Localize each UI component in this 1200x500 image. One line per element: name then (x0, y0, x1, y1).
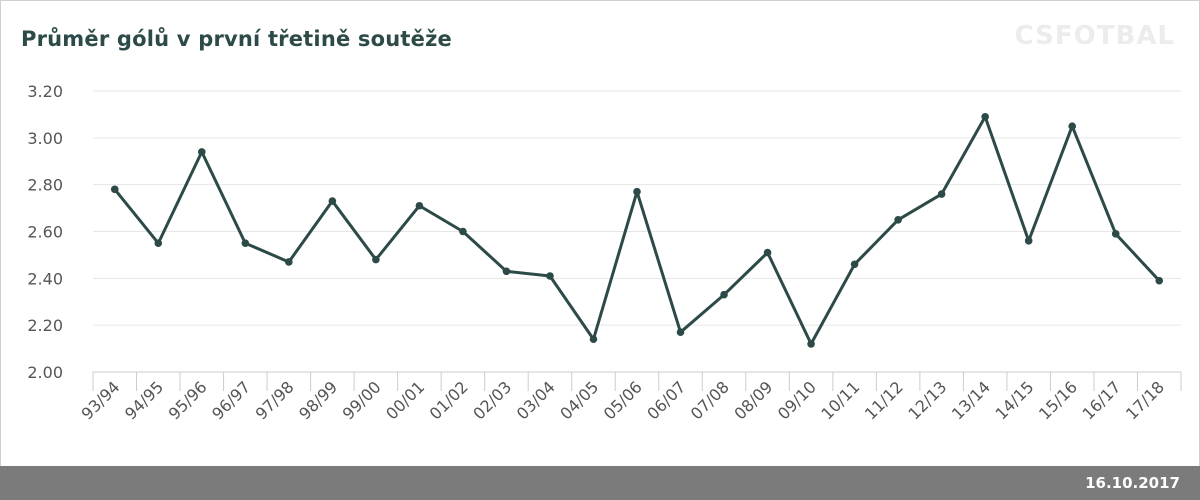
data-point (1068, 122, 1076, 130)
data-point (1111, 230, 1120, 238)
x-tick-label: 00/01 (382, 377, 428, 423)
data-point (459, 227, 467, 236)
x-tick-label: 13/14 (948, 377, 994, 423)
x-tick-label: 04/05 (556, 377, 602, 423)
data-point (937, 190, 946, 198)
data-point (546, 272, 554, 280)
x-tick-label: 09/10 (774, 377, 820, 423)
data-point (981, 112, 989, 121)
x-tick-label: 96/97 (208, 377, 254, 423)
data-point (110, 185, 119, 194)
data-point (1155, 276, 1164, 285)
x-tick-label: 10/11 (817, 377, 863, 423)
x-tick-label: 93/94 (78, 377, 124, 423)
line-chart: 2.002.202.402.602.803.003.20 93/9494/959… (27, 82, 1182, 423)
x-tick-label: 06/07 (643, 377, 689, 423)
y-tick-label: 2.80 (27, 176, 63, 195)
y-tick-label: 3.00 (27, 129, 63, 148)
data-point (415, 201, 424, 210)
brand-logo: CSFOTBAL (1014, 21, 1175, 51)
series-line (113, 115, 1161, 346)
data-point (241, 239, 250, 248)
x-tick-label: 03/04 (513, 377, 559, 423)
x-tick-label: 94/95 (121, 377, 167, 423)
x-tick-label: 08/09 (730, 377, 776, 423)
data-point (676, 328, 685, 336)
data-point (894, 215, 902, 224)
x-tick-label: 98/99 (295, 377, 341, 423)
chart-title: Průměr gólů v první třetině soutěže (21, 27, 452, 51)
data-point (372, 255, 380, 264)
x-tick-label: 99/00 (339, 377, 385, 423)
x-tick-label: 11/12 (861, 377, 907, 423)
data-point (763, 248, 772, 257)
data-point (285, 258, 293, 266)
x-tick-label: 05/06 (600, 377, 646, 423)
y-tick-label: 2.20 (27, 316, 63, 335)
y-tick-label: 2.40 (27, 269, 63, 288)
footer-bar: 16.10.2017 (0, 466, 1200, 500)
x-tick-label: 97/98 (252, 377, 298, 423)
x-tick-label: 14/15 (991, 377, 1037, 423)
data-point (154, 239, 163, 248)
x-axis: 93/9494/9595/9696/9797/9898/9999/0000/01… (78, 372, 1182, 423)
y-tick-label: 2.00 (27, 363, 63, 382)
x-tick-label: 95/96 (165, 377, 211, 423)
data-point (633, 187, 641, 196)
grid-lines (93, 90, 1181, 373)
x-tick-label: 02/03 (469, 377, 515, 423)
data-point (720, 290, 728, 299)
data-point (328, 197, 337, 205)
x-tick-label: 17/18 (1122, 377, 1168, 423)
data-point (807, 340, 815, 348)
y-axis: 2.00 2.20 2.40 2.60 2.80 3.00 3.20 (27, 82, 63, 382)
data-point (850, 260, 859, 269)
data-point (198, 148, 206, 156)
x-tick-label: 16/17 (1079, 377, 1125, 423)
data-point (502, 267, 511, 276)
data-point (589, 335, 598, 344)
data-point (1024, 237, 1033, 245)
x-tick-label: 01/02 (426, 377, 472, 423)
x-tick-label: 12/13 (904, 377, 950, 423)
series-layer (110, 112, 1164, 348)
y-tick-label: 2.60 (27, 223, 63, 242)
x-tick-label: 07/08 (687, 377, 733, 423)
y-tick-label: 3.20 (27, 82, 63, 101)
x-tick-label: 15/16 (1035, 377, 1081, 423)
date-label: 16.10.2017 (1085, 474, 1180, 492)
